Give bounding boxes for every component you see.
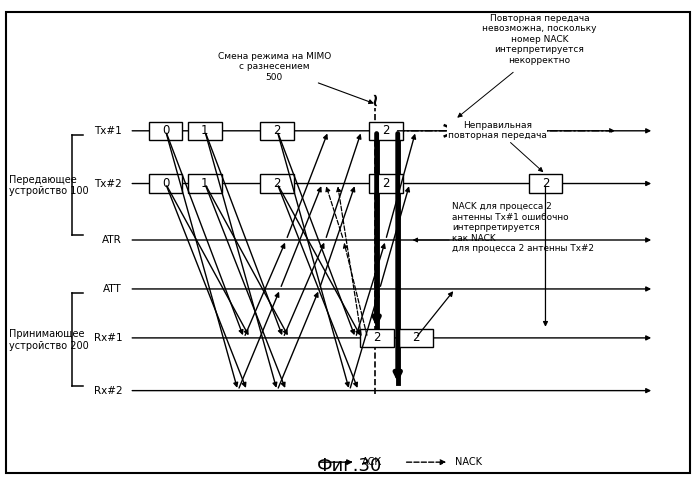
Text: Повторная передача
невозможна, поскольку
номер NACK
интерпретируется
некорректно: Повторная передача невозможна, поскольку… — [482, 14, 597, 65]
FancyBboxPatch shape — [360, 329, 394, 347]
Text: 2: 2 — [273, 177, 281, 190]
Text: 2: 2 — [373, 331, 380, 345]
Text: Tx#1: Tx#1 — [94, 126, 122, 136]
Text: ATR: ATR — [103, 235, 122, 245]
Text: NACK для процесса 2
антенны Tx#1 ошибочно
интерпретируется
как NACK
для процесса: NACK для процесса 2 антенны Tx#1 ошибочн… — [452, 203, 594, 253]
Text: АСК: АСК — [361, 457, 382, 467]
FancyBboxPatch shape — [369, 175, 403, 192]
Text: 2: 2 — [412, 331, 419, 345]
Text: Tx#2: Tx#2 — [94, 179, 122, 189]
Text: Rx#2: Rx#2 — [94, 385, 122, 396]
Text: Фиг.30: Фиг.30 — [317, 457, 382, 475]
Text: 1: 1 — [201, 177, 208, 190]
Text: 2: 2 — [382, 124, 389, 137]
Text: 0: 0 — [162, 177, 169, 190]
Text: ATT: ATT — [103, 284, 122, 294]
FancyBboxPatch shape — [149, 122, 182, 140]
Text: Смена режима на MIMO
с разнесением
500: Смена режима на MIMO с разнесением 500 — [217, 52, 373, 104]
Text: 0: 0 — [162, 124, 169, 137]
Text: 2: 2 — [542, 177, 549, 190]
Text: Передающее
устройство 100: Передающее устройство 100 — [9, 175, 89, 196]
Text: Неправильная
повторная передача: Неправильная повторная передача — [448, 121, 547, 171]
FancyBboxPatch shape — [260, 122, 294, 140]
FancyBboxPatch shape — [369, 122, 403, 140]
FancyBboxPatch shape — [188, 175, 222, 192]
FancyBboxPatch shape — [188, 122, 222, 140]
Text: ~: ~ — [366, 91, 384, 106]
FancyBboxPatch shape — [149, 175, 182, 192]
Text: Принимающее
устройство 200: Принимающее устройство 200 — [9, 329, 89, 350]
Text: 2: 2 — [382, 177, 389, 190]
FancyBboxPatch shape — [528, 175, 563, 192]
FancyBboxPatch shape — [260, 175, 294, 192]
Text: Rx#1: Rx#1 — [94, 333, 122, 343]
Text: 2: 2 — [273, 124, 281, 137]
Text: NACK: NACK — [455, 457, 482, 467]
Text: 1: 1 — [201, 124, 208, 137]
FancyBboxPatch shape — [399, 329, 433, 347]
